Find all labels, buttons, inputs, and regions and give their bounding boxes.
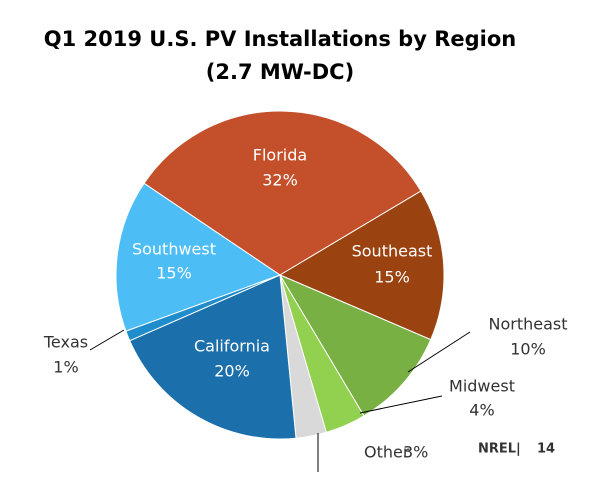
pie-slice: [115, 182, 282, 332]
slice-label: Northeast: [488, 315, 567, 334]
pie-slice: [278, 190, 445, 341]
leader-line: [89, 329, 125, 351]
slice-label: California: [194, 337, 270, 356]
slice-label: Other: [364, 443, 410, 462]
footer-page: 14: [537, 442, 555, 457]
slice-label: Texas: [43, 333, 88, 352]
slice-value-label: 4%: [469, 401, 494, 420]
slice-value-label: 10%: [510, 340, 546, 359]
footer-source: NREL: [478, 442, 516, 457]
slice-label: Midwest: [449, 377, 515, 396]
slice-value-label: 3%: [403, 443, 428, 462]
slice-value-label: 15%: [156, 264, 192, 283]
leader-line: [407, 331, 471, 373]
chart-title: Q1 2019 U.S. PV Installations by Region: [44, 27, 516, 51]
slice-value-label: 32%: [262, 171, 298, 190]
pie-slice: [278, 273, 432, 417]
leader-line: [359, 395, 443, 414]
chart-subtitle: (2.7 MW-DC): [206, 60, 354, 84]
slice-label: Southwest: [132, 240, 216, 259]
slice-label: Florida: [253, 146, 307, 165]
slice-value-label: 20%: [214, 362, 250, 381]
pie-slice: [143, 110, 422, 276]
footer-separator: |: [516, 442, 521, 457]
slice-value-label: 1%: [53, 358, 78, 377]
pie-slice: [129, 274, 297, 440]
slice-value-label: 15%: [374, 268, 410, 287]
slice-label: Southeast: [352, 242, 433, 261]
